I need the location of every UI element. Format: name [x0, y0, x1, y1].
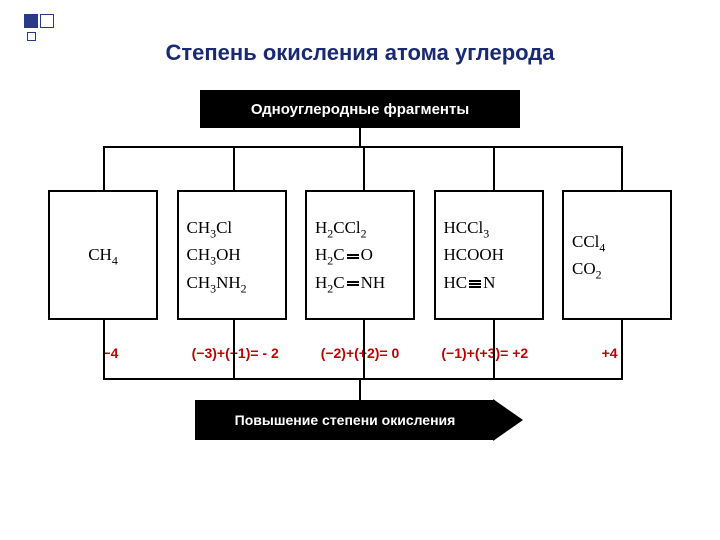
molecule-formula: CH3OH: [187, 241, 241, 268]
molecule-formula: HCOOH: [444, 241, 504, 268]
molecule-formula: CH3NH2: [187, 269, 247, 296]
connector-line: [103, 146, 105, 190]
molecule-formula: H2CNH: [315, 269, 385, 296]
fragment-box: HCCl3HCOOHHCN: [434, 190, 544, 320]
connector-line: [103, 378, 623, 380]
oxidation-arrow-body: Повышение степени окисления: [195, 400, 495, 440]
connector-line: [233, 320, 235, 378]
molecule-formula: H2CCl2: [315, 214, 367, 241]
molecule-formula: CH3Cl: [187, 214, 233, 241]
oxidation-calc-row: −4(−3)+(+1)= - 2(−2)+(+2)= 0(−1)+(+3)= +…: [48, 345, 672, 361]
molecule-formula: HCCl3: [444, 214, 490, 241]
molecule-formula: H2CO: [315, 241, 373, 268]
connector-line: [359, 128, 361, 146]
fragment-box: H2CCl2H2COH2CNH: [305, 190, 415, 320]
connector-line: [363, 146, 365, 190]
connector-line: [233, 146, 235, 190]
fragments-header-label: Одноуглеродные фрагменты: [251, 101, 469, 118]
connector-line: [621, 320, 623, 378]
connector-line: [103, 320, 105, 378]
deco-square: [40, 14, 54, 28]
oxidation-arrow-head: [493, 399, 523, 441]
connector-line: [363, 320, 365, 378]
fragment-box: CH4: [48, 190, 158, 320]
oxidation-value: (−1)+(+3)= +2: [422, 345, 547, 361]
molecule-formula: HCN: [444, 269, 496, 296]
fragment-box: CH3ClCH3OHCH3NH2: [177, 190, 287, 320]
oxidation-arrow: Повышение степени окисления: [195, 400, 525, 440]
oxidation-arrow-label: Повышение степени окисления: [235, 412, 456, 428]
oxidation-value: +4: [547, 345, 672, 361]
oxidation-value: −4: [48, 345, 173, 361]
oxidation-value: (−2)+(+2)= 0: [298, 345, 423, 361]
connector-line: [493, 320, 495, 378]
fragments-header: Одноуглеродные фрагменты: [200, 90, 520, 128]
molecule-formula: CO2: [572, 255, 602, 282]
molecule-formula: CH4: [88, 241, 118, 268]
fragment-box: CCl4CO2: [562, 190, 672, 320]
connector-line: [621, 146, 623, 190]
fragment-boxes-row: CH4CH3ClCH3OHCH3NH2H2CCl2H2COH2CNHHCCl3H…: [48, 190, 672, 320]
connector-line: [493, 146, 495, 190]
oxidation-value: (−3)+(+1)= - 2: [173, 345, 298, 361]
page-title: Степень окисления атома углерода: [0, 40, 720, 66]
connector-line: [359, 378, 361, 400]
molecule-formula: CCl4: [572, 228, 605, 255]
deco-square: [24, 14, 38, 28]
